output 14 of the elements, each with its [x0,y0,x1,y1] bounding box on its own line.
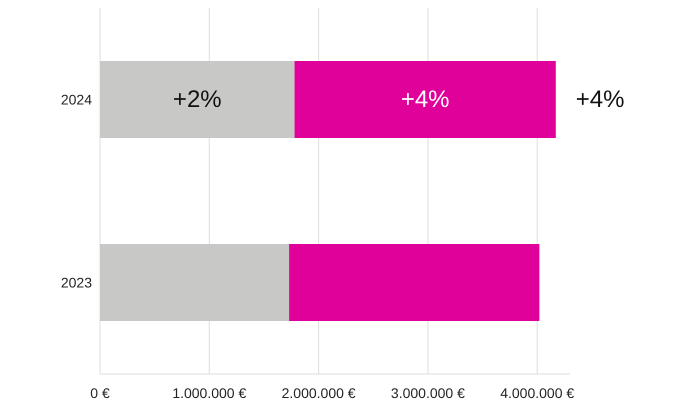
bar [289,244,540,321]
bar [100,61,295,138]
x-tick-label: 2.000.000 € [282,384,356,401]
bar [294,61,556,138]
y-tick-label: 2023 [60,274,92,290]
annotation: +2% [172,86,222,113]
bar [100,244,290,321]
annotation: +4% [576,86,624,113]
x-tick-label: 4.000.000 € [500,384,574,401]
x-tick-label: 1.000.000 € [172,384,246,401]
x-tick-label: 3.000.000 € [390,384,466,401]
annotation: +4% [400,86,450,113]
y-tick-label: 2024 [60,91,92,108]
x-tick-label: 0 € [90,384,110,401]
